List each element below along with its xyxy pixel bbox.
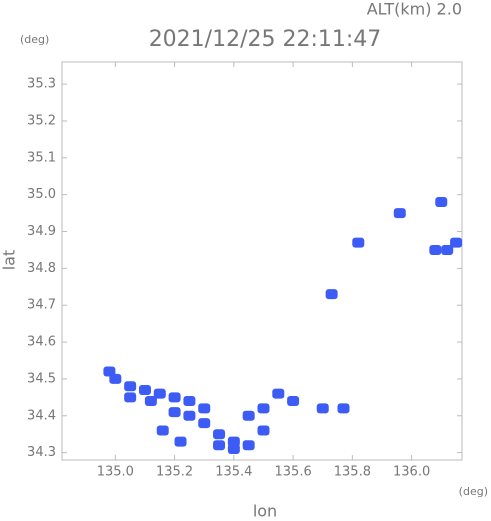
echo-cell <box>429 244 442 255</box>
echo-cell <box>183 410 196 421</box>
echo-cell <box>287 396 300 407</box>
y-tick-label: 34.6 <box>27 335 56 350</box>
echo-cell <box>227 443 240 454</box>
echo-cell <box>435 197 448 208</box>
y-tick-label: 34.8 <box>27 261 56 276</box>
echo-cell <box>124 381 137 392</box>
echo-cell <box>124 392 137 403</box>
echo-cell <box>242 410 255 421</box>
y-tick-label: 34.4 <box>27 408 56 423</box>
echo-cell <box>337 403 350 414</box>
echo-cell <box>272 388 285 399</box>
echo-cell <box>450 237 463 248</box>
x-unit: (deg) <box>459 485 488 498</box>
y-tick-label: 35.0 <box>27 187 56 202</box>
x-axis-label: lon <box>253 502 277 521</box>
echo-cell <box>242 440 255 451</box>
x-tick-label: 135.2 <box>156 465 193 480</box>
plot-frame <box>61 61 463 461</box>
echo-cell <box>156 425 169 436</box>
y-unit: (deg) <box>20 33 49 46</box>
altitude: ALT(km) 2.0 <box>367 0 462 19</box>
x-tick-label: 135.6 <box>275 465 312 480</box>
x-tick-label: 135.4 <box>215 465 252 480</box>
x-tick-label: 135.8 <box>334 465 371 480</box>
echo-cell <box>168 407 181 418</box>
echo-cell <box>103 366 116 377</box>
echo-cell <box>352 237 365 248</box>
chart-title: 2021/12/25 22:11:47 <box>149 27 382 52</box>
echo-cell <box>183 396 196 407</box>
echo-cell <box>198 403 211 414</box>
y-tick-label: 34.9 <box>27 224 56 239</box>
y-tick-label: 35.1 <box>27 150 56 165</box>
echo-cell <box>144 396 157 407</box>
x-tick-label: 136.0 <box>393 465 430 480</box>
x-tick-label: 135.0 <box>97 465 134 480</box>
y-axis-label: lat <box>0 250 19 271</box>
echo-cell <box>441 244 454 255</box>
echo-cell <box>213 440 226 451</box>
y-tick-label: 34.3 <box>27 445 56 460</box>
echo-cell <box>138 384 151 395</box>
y-tick-label: 35.3 <box>27 77 56 92</box>
y-tick-label: 34.5 <box>27 371 56 386</box>
echo-cell <box>257 403 270 414</box>
echo-cell <box>257 425 270 436</box>
y-tick-label: 34.7 <box>27 298 56 313</box>
echo-cell <box>198 418 211 429</box>
echo-cell <box>213 429 226 440</box>
echo-cell <box>168 392 181 403</box>
echo-cell <box>174 436 187 447</box>
y-tick-label: 35.2 <box>27 113 56 128</box>
echo-cell <box>153 388 166 399</box>
echo-cell <box>316 403 329 414</box>
echo-cell <box>325 289 338 300</box>
echo-cell <box>393 208 406 219</box>
